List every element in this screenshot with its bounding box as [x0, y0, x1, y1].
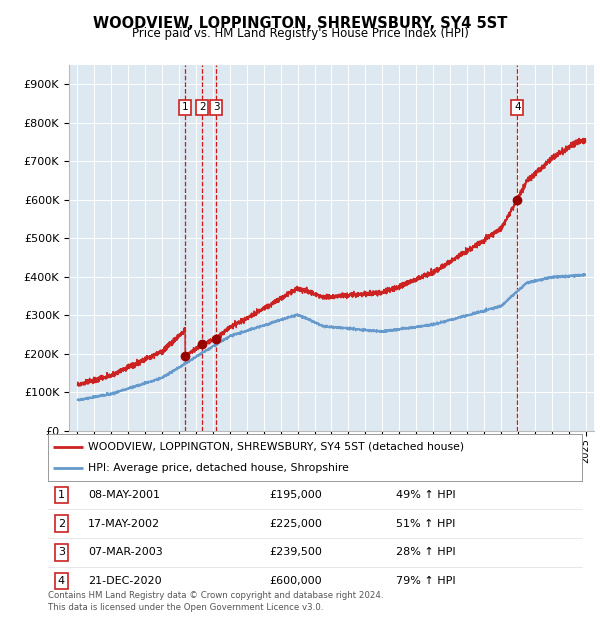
Text: HPI: Average price, detached house, Shropshire: HPI: Average price, detached house, Shro…	[88, 463, 349, 473]
Text: 1: 1	[58, 490, 65, 500]
Text: 49% ↑ HPI: 49% ↑ HPI	[395, 490, 455, 500]
Text: £600,000: £600,000	[269, 576, 322, 586]
Text: 3: 3	[58, 547, 65, 557]
Text: Contains HM Land Registry data © Crown copyright and database right 2024.
This d: Contains HM Land Registry data © Crown c…	[48, 591, 383, 612]
Text: 79% ↑ HPI: 79% ↑ HPI	[395, 576, 455, 586]
Text: 4: 4	[514, 102, 521, 112]
Text: WOODVIEW, LOPPINGTON, SHREWSBURY, SY4 5ST (detached house): WOODVIEW, LOPPINGTON, SHREWSBURY, SY4 5S…	[88, 441, 464, 451]
Text: 21-DEC-2020: 21-DEC-2020	[88, 576, 162, 586]
Text: £195,000: £195,000	[269, 490, 322, 500]
Text: 08-MAY-2001: 08-MAY-2001	[88, 490, 160, 500]
Text: 2: 2	[58, 518, 65, 528]
Text: 07-MAR-2003: 07-MAR-2003	[88, 547, 163, 557]
Text: 2: 2	[199, 102, 206, 112]
Text: £239,500: £239,500	[269, 547, 322, 557]
Text: WOODVIEW, LOPPINGTON, SHREWSBURY, SY4 5ST: WOODVIEW, LOPPINGTON, SHREWSBURY, SY4 5S…	[93, 16, 507, 30]
Text: 28% ↑ HPI: 28% ↑ HPI	[395, 547, 455, 557]
Text: 3: 3	[212, 102, 220, 112]
Text: £225,000: £225,000	[269, 518, 322, 528]
Text: 4: 4	[58, 576, 65, 586]
Text: 1: 1	[182, 102, 188, 112]
Text: Price paid vs. HM Land Registry's House Price Index (HPI): Price paid vs. HM Land Registry's House …	[131, 27, 469, 40]
Text: 51% ↑ HPI: 51% ↑ HPI	[395, 518, 455, 528]
Text: 17-MAY-2002: 17-MAY-2002	[88, 518, 160, 528]
